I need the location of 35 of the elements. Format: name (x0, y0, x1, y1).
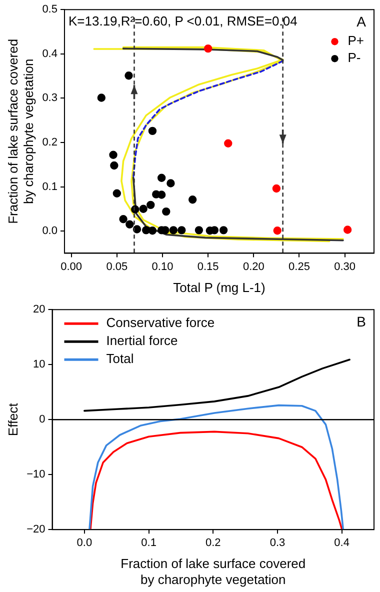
x-tick-label: 0.25 (288, 260, 310, 273)
x-axis-title: Fraction of lake surface covered by charophyte vegetation (120, 556, 306, 587)
y-tick-label: 0.4 (42, 48, 58, 60)
legend-label: P+ (348, 33, 364, 48)
x-tick-label: 0.1 (141, 537, 156, 550)
y-tick-label: 20 (33, 304, 46, 316)
x-axis-title: Total P (mg L-1) (173, 280, 266, 295)
y-axis-title: Effect (5, 402, 20, 436)
y-tick-label: 0.3 (42, 92, 58, 104)
y-tick-label: 0.1 (42, 180, 58, 193)
x-tick-label: 0.3 (270, 537, 286, 550)
y-tick-label: 0.0 (42, 225, 58, 238)
y-tick-label: −20 (26, 524, 46, 536)
x-tick-label: 0.05 (106, 260, 128, 273)
x-tick-label: 0.10 (152, 260, 174, 273)
y-tick-label: 0 (39, 414, 46, 426)
annotation: A (356, 13, 367, 30)
y-tick-label: 0.2 (42, 136, 58, 149)
x-tick-label: 0.4 (334, 537, 350, 550)
x-tick-label: 0.30 (334, 260, 356, 273)
annotation: K=13.19,R²=0.60, P <0.01, RMSE=0.04 (68, 14, 298, 29)
legend-label: Inertial force (106, 333, 178, 348)
y-axis-title: Fraction of lake surface covered by charophyte vegetation (5, 38, 36, 224)
x-tick-label: 0.2 (205, 537, 221, 550)
y-tick-label: 10 (33, 358, 46, 371)
legend-label: Total (106, 351, 134, 366)
annotation: B (356, 313, 366, 330)
y-tick-label: −10 (26, 468, 46, 481)
x-tick-label: 0.15 (197, 260, 219, 273)
y-tick-label: 0.5 (42, 4, 58, 16)
x-tick-label: 0.20 (242, 260, 264, 273)
x-tick-label: 0.00 (60, 260, 82, 273)
legend-label: Conservative force (106, 315, 215, 330)
x-tick-label: 0.0 (76, 537, 92, 550)
legend-label: P- (348, 50, 361, 66)
